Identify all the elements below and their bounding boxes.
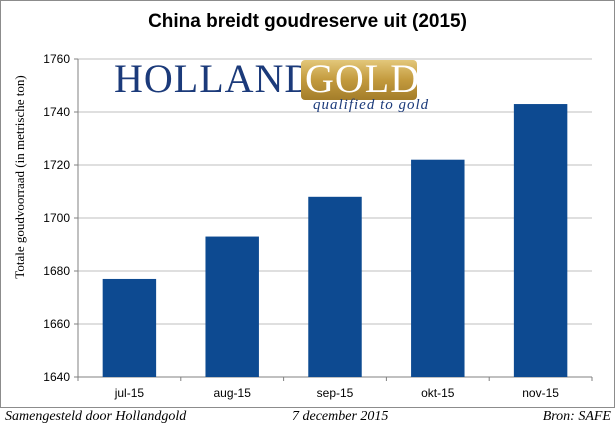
chart-plot: 1640 1660 1680 1700 1720 1740 1760 jul-15 aug-15… — [12, 52, 593, 400]
footer-source: Bron: SAFE — [542, 409, 611, 424]
y-tick-label: 1700 — [43, 211, 70, 225]
footer-compiled-by: Samengesteld door Hollandgold — [5, 409, 187, 424]
x-tick-label: sep-15 — [317, 386, 354, 400]
bars — [102, 104, 568, 378]
y-tick-label: 1720 — [43, 158, 70, 172]
logo-tagline: qualified to gold — [313, 97, 429, 113]
y-tick-label: 1680 — [43, 264, 70, 278]
footer-date: 7 december 2015 — [292, 409, 389, 424]
footer: Samengesteld door Hollandgold 7 december… — [0, 409, 615, 431]
y-axis-label: Totale goudvoorraad (in metrische ton) — [12, 75, 27, 278]
logo-gold-box — [301, 60, 417, 100]
x-tick-label: nov-15 — [522, 386, 559, 400]
x-tick-label: aug-15 — [214, 386, 252, 400]
bar-okt-15 — [411, 159, 465, 377]
chart-title: China breidt goudreserve uit (2015) — [148, 11, 467, 32]
y-tick-label: 1760 — [43, 52, 70, 66]
y-tick-label: 1660 — [43, 317, 70, 331]
y-tick-label: 1640 — [43, 370, 70, 384]
x-tick-label: okt-15 — [421, 386, 455, 400]
logo-gold-text: GOLD — [305, 56, 420, 101]
hollandgold-logo: HOLLAND GOLD qualified to gold — [114, 56, 429, 113]
bar-sep-15 — [308, 196, 362, 377]
y-tick-label: 1740 — [43, 105, 70, 119]
tick-labels: 1640 1660 1680 1700 1720 1740 1760 jul-15 aug-15… — [43, 52, 559, 400]
bar-nov-15 — [513, 104, 568, 378]
bar-aug-15 — [205, 236, 259, 377]
chart-frame: 1640 1660 1680 1700 1720 1740 1760 jul-15 aug-15… — [0, 0, 615, 408]
x-tick-label: jul-15 — [114, 386, 145, 400]
logo-holland-text: HOLLAND — [114, 56, 314, 101]
bar-jul-15 — [102, 278, 157, 377]
